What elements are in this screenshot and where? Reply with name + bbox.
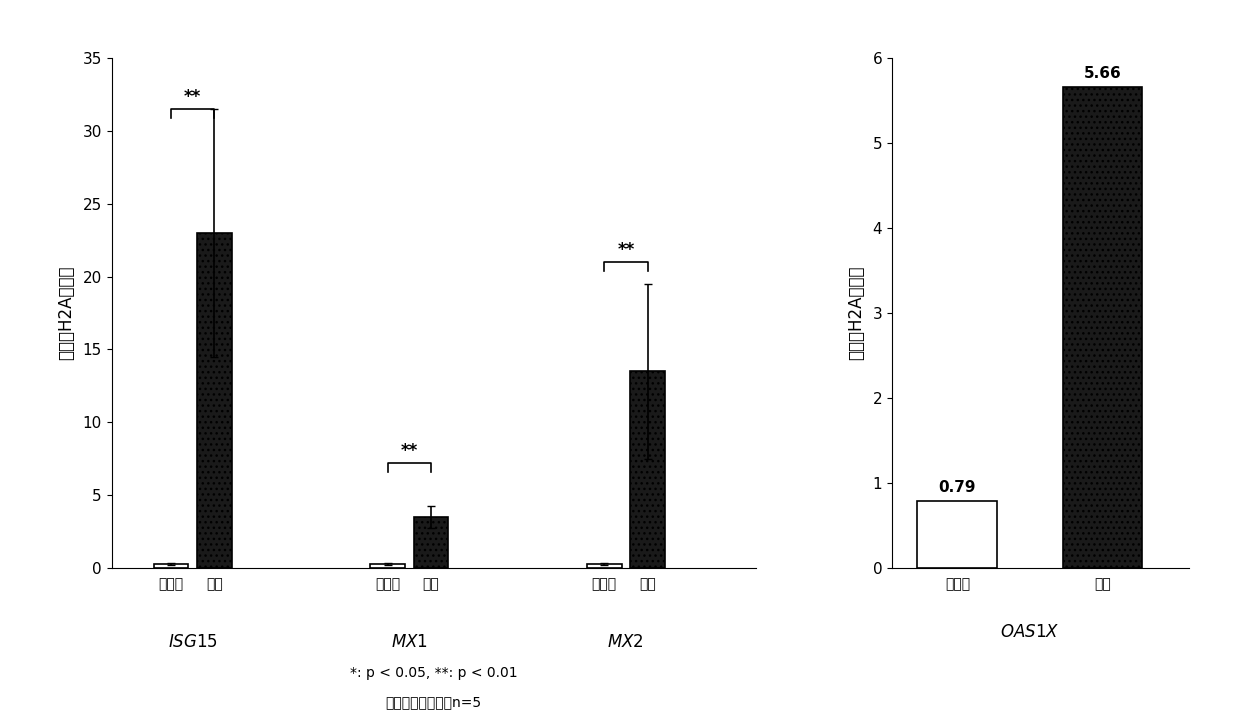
Text: 娊娠、非娊娠均为n=5: 娊娠、非娊娠均为n=5 — [385, 695, 482, 709]
Text: 5.66: 5.66 — [1084, 66, 1121, 81]
Text: **: ** — [400, 442, 418, 460]
Bar — [1063, 87, 1142, 568]
Bar — [587, 564, 622, 568]
Y-axis label: 相对于H2A的表达: 相对于H2A的表达 — [847, 266, 866, 360]
Text: $\it{OAS1X}$: $\it{OAS1X}$ — [1000, 623, 1059, 641]
Y-axis label: 相对于H2A的表达: 相对于H2A的表达 — [57, 266, 76, 360]
Bar — [414, 517, 449, 568]
Bar — [197, 233, 232, 568]
Bar — [917, 501, 997, 568]
Text: $\it{MX2}$: $\it{MX2}$ — [607, 633, 644, 652]
Bar — [370, 564, 405, 568]
Text: **: ** — [185, 88, 202, 106]
Text: **: ** — [617, 241, 634, 259]
Bar — [154, 564, 188, 568]
Text: 0.79: 0.79 — [939, 480, 976, 495]
Bar — [631, 371, 665, 568]
Text: $\it{MX1}$: $\it{MX1}$ — [390, 633, 427, 652]
Text: $\it{ISG15}$: $\it{ISG15}$ — [167, 633, 218, 652]
Text: *: p < 0.05, **: p < 0.01: *: p < 0.05, **: p < 0.01 — [349, 666, 518, 680]
